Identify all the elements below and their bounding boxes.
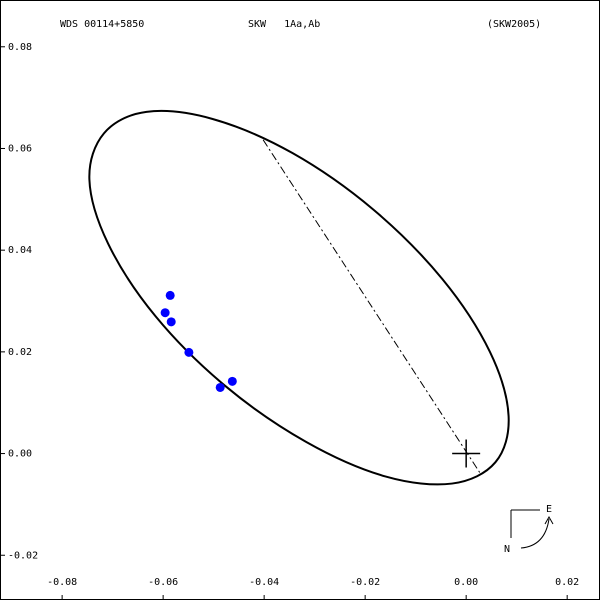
observation	[160, 308, 170, 318]
compass-arrow	[520, 518, 550, 549]
observation	[227, 376, 237, 386]
primary-star	[452, 439, 481, 468]
observation	[166, 317, 176, 327]
y-tick-label: 0.02	[8, 347, 32, 358]
x-tick-label: -0.08	[47, 577, 77, 588]
line-of-nodes	[262, 139, 481, 474]
header-left: WDS 00114+5850	[60, 19, 144, 30]
observation	[215, 382, 225, 392]
orbit	[88, 110, 510, 486]
header-right: (SKW2005)	[487, 19, 541, 30]
observation	[184, 347, 194, 357]
compass-arrowhead	[544, 515, 554, 525]
x-tick-label: 0.00	[454, 577, 478, 588]
y-tick-label: -0.02	[8, 550, 38, 561]
header-center: SKW 1Aa,Ab	[248, 19, 320, 30]
x-tick-label: 0.02	[555, 577, 579, 588]
x-tick-label: -0.04	[249, 577, 279, 588]
y-tick-label: 0.06	[8, 143, 32, 154]
x-tick-label: -0.06	[148, 577, 178, 588]
compass-east: E	[546, 504, 552, 515]
y-tick-label: 0.04	[8, 245, 32, 256]
observation	[165, 290, 175, 300]
compass-north: N	[504, 544, 510, 555]
y-tick-label: 0.00	[8, 449, 32, 460]
y-tick-label: 0.08	[8, 42, 32, 53]
x-tick-label: -0.02	[350, 577, 380, 588]
compass	[510, 509, 554, 549]
